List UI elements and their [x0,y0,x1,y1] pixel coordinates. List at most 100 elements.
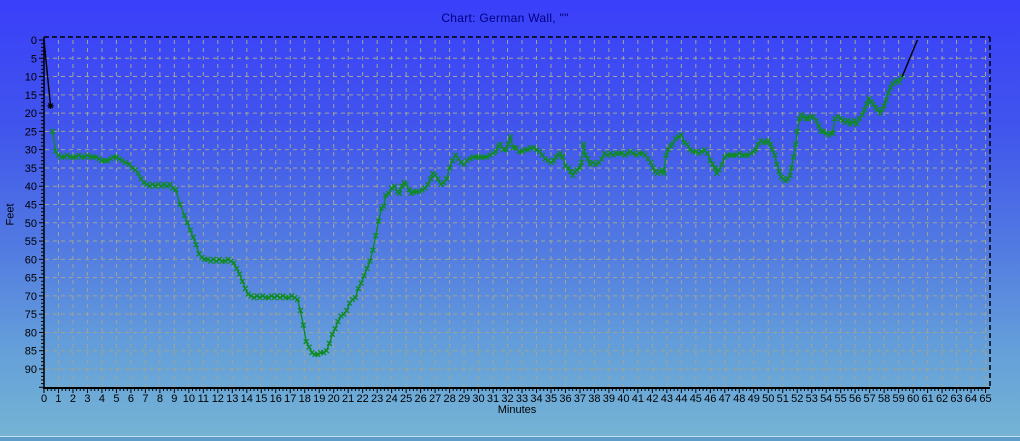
x-tick-label: 16 [270,393,282,405]
star-marker-descent-unmarked [47,102,54,110]
series-dive-profile [49,73,906,358]
y-tick-label: 15 [25,90,37,102]
y-tick-label: 35 [25,163,37,175]
x-tick-label: 25 [400,393,412,405]
x-tick-label: 12 [212,393,224,405]
x-tick-label: 28 [443,393,455,405]
grid-lines [45,40,990,388]
y-tick-label: 80 [25,327,37,339]
x-axis-title: Minutes [497,404,537,416]
x-tick-label: 24 [386,393,398,405]
x-tick-label: 49 [748,393,760,405]
x-tick-label: 63 [950,393,962,405]
x-tick-label: 6 [128,393,134,405]
plot-border [44,36,991,388]
x-tick-label: 47 [719,393,731,405]
x-tick-labels: 0 1 2 3 4 5 6 7 8 9 10 11 12 13 14 15 16 17 18 19 20 21 22 23 24… [41,393,992,405]
y-tick-label: 5 [31,53,37,65]
series-surfacing-unmarked [901,39,919,77]
x-tick-label: 65 [979,393,991,405]
x-tick-label: 45 [690,393,702,405]
x-tick-label: 9 [171,393,177,405]
x-tick-label: 11 [198,393,209,405]
y-tick-label: 65 [25,273,37,285]
x-tick-label: 13 [226,393,238,405]
x-tick-label: 46 [704,393,716,405]
x-tick-label: 23 [371,393,383,405]
window-bottom-edge [0,436,1020,441]
x-tick-label: 15 [255,393,267,405]
x-tick-label: 57 [864,393,876,405]
x-markers-dive-profile [49,73,906,358]
x-tick-label: 33 [516,393,528,405]
x-tick-label: 58 [878,393,890,405]
y-tick-label: 40 [25,181,37,193]
y-tick-label: 75 [25,309,37,321]
x-tick-label: 8 [157,393,163,405]
x-tick-label: 52 [791,393,803,405]
x-tick-label: 35 [545,393,557,405]
x-tick-label: 53 [806,393,818,405]
x-tick-label: 21 [342,393,354,405]
x-tick-label: 31 [487,393,499,405]
x-tick-label: 32 [501,393,513,405]
x-tick-label: 39 [603,393,615,405]
x-tick-label: 30 [472,393,484,405]
x-tick-label: 29 [458,393,470,405]
x-tick-label: 19 [313,393,325,405]
x-tick-label: 42 [646,393,658,405]
y-tick-label: 25 [25,126,37,138]
x-tick-label: 38 [588,393,600,405]
x-tick-label: 61 [921,393,933,405]
x-tick-label: 54 [820,393,832,405]
y-tick-label: 10 [25,72,37,84]
series-line-descent-unmarked [43,39,52,106]
y-tick-label: 55 [25,236,37,248]
x-tick-label: 17 [284,393,296,405]
y-tick-label: 45 [25,200,37,212]
x-tick-label: 55 [835,393,847,405]
y-tick-label: 50 [25,218,37,230]
x-tick-label: 27 [429,393,441,405]
x-tick-label: 50 [762,393,774,405]
y-tick-label: 60 [25,254,37,266]
y-tick-label: 20 [25,108,37,120]
x-tick-label: 37 [574,393,586,405]
x-tick-label: 3 [84,393,90,405]
series-line-surfacing-unmarked [901,39,919,77]
y-tick-label: 0 [31,35,37,47]
x-tick-label: 26 [414,393,426,405]
y-tick-label: 70 [25,291,37,303]
x-tick-label: 48 [733,393,745,405]
x-tick-label: 40 [617,393,629,405]
x-tick-label: 43 [661,393,673,405]
x-tick-label: 62 [936,393,948,405]
x-tick-label: 34 [530,393,542,405]
x-tick-label: 22 [357,393,369,405]
x-tick-label: 64 [965,393,977,405]
x-tick-label: 51 [777,393,789,405]
x-tick-label: 10 [183,393,195,405]
y-tick-labels: 0 5 10 15 20 25 30 35 40 45 50 55 60 65 70 75 80 85 90 [25,35,37,376]
x-tick-label: 60 [907,393,919,405]
y-tick-label: 85 [25,346,37,358]
series-descent-unmarked [43,39,54,110]
x-tick-label: 5 [113,393,119,405]
x-tick-label: 36 [559,393,571,405]
x-tick-label: 59 [892,393,904,405]
x-tick-label: 44 [675,393,687,405]
x-tick-label: 41 [632,393,644,405]
x-tick-label: 1 [55,393,61,405]
x-tick-label: 4 [99,393,105,405]
x-tick-label: 2 [70,393,76,405]
axes [43,37,990,389]
x-tick-label: 0 [41,393,47,405]
y-tick-label: 90 [25,364,37,376]
x-tick-label: 7 [142,393,148,405]
y-tick-label: 30 [25,145,37,157]
chart-title: Chart: German Wall, "" [441,11,569,25]
series-line-dive-profile [52,76,903,356]
x-tick-label: 20 [328,393,340,405]
